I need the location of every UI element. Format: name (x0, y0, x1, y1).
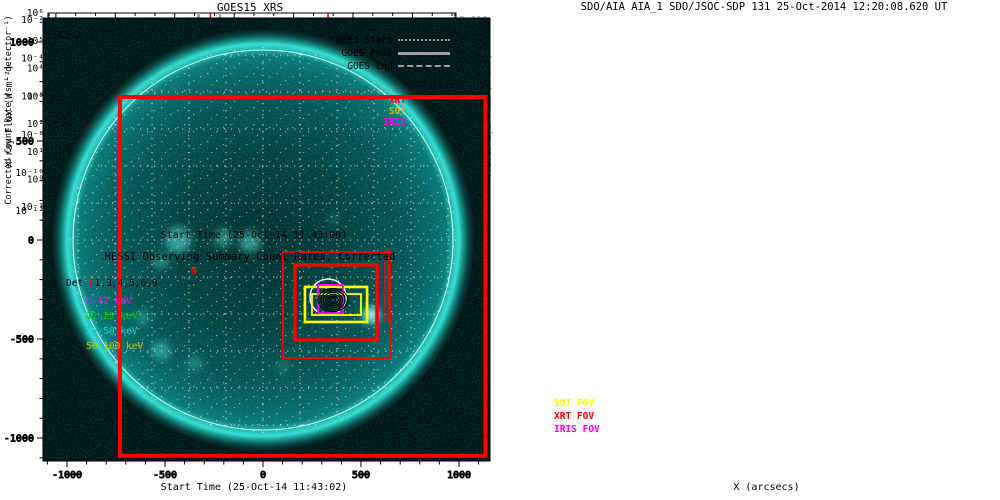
svg-text:-1000: -1000 (52, 470, 82, 481)
svg-text:-1000: -1000 (4, 434, 34, 445)
detector-legend: Det F1,3,4,5,6,9 (66, 278, 158, 289)
legend-25-50kev: 25-50 keV (86, 326, 138, 337)
night-flag-letter: N (191, 266, 197, 277)
svg-text:10⁰: 10⁰ (27, 174, 44, 185)
legend-50-100kev: 50-100 keV (86, 341, 144, 352)
svg-text:-500: -500 (10, 335, 34, 346)
svg-text:500: 500 (352, 470, 370, 481)
legend-goes-start: GOES Start (290, 34, 450, 46)
svg-text:1000: 1000 (10, 38, 34, 49)
svg-text:10¹: 10¹ (27, 147, 44, 158)
svg-text:1000: 1000 (447, 470, 471, 481)
rhessi-contours-text: RHESSI contours (564, 40, 650, 51)
legend-goes-end: GOES End (290, 60, 450, 72)
aia-flare-location-annotation: AIA flare location (552, 27, 667, 38)
solid-line-sample (398, 51, 450, 55)
svg-text:10⁻⁸: 10⁻⁸ (21, 130, 44, 141)
svg-text:10⁻⁴: 10⁻⁴ (21, 53, 44, 64)
svg-text:10⁻¹: 10⁻¹ (21, 202, 44, 213)
goes-xrs-panel: GOES15 XRS C3.2 GOES Start GOES Peak GOE… (0, 0, 500, 250)
svg-text:-500: -500 (153, 470, 177, 481)
svg-text:X-ray Flux (W m⁻²): X-ray Flux (W m⁻²) (4, 65, 15, 168)
sot-fov-inner (311, 293, 362, 316)
svg-text:10⁻¹²: 10⁻¹² (15, 206, 44, 217)
svg-text:10⁶: 10⁶ (27, 8, 44, 19)
xrt-label: XRT (388, 95, 406, 106)
legend-goes-peak-label: GOES Peak (341, 47, 393, 59)
rhessi-contour (327, 295, 339, 305)
xrt-flare-fov-inner (293, 263, 379, 342)
sot-label: SOT (388, 106, 406, 117)
hessi-rates-panel: HESSI Observing Summary Count Rates, Cor… (0, 250, 500, 500)
flare-flag-letter: F (88, 278, 95, 289)
iris-label: IRIS (383, 117, 406, 128)
rhessi-contour (317, 287, 349, 313)
rhessi-contour (322, 291, 344, 309)
xrt-fov-legend: XRT FOV (554, 411, 595, 422)
rhessi-contour (325, 293, 341, 307)
dotted-line-sample (398, 39, 450, 41)
rhessi-contours-annotation: RHESSI contours (564, 40, 650, 51)
rhessi-contour (320, 289, 346, 311)
svg-text:10³: 10³ (27, 91, 44, 102)
dashed-line-sample (398, 65, 450, 67)
flare-location-icon (552, 28, 560, 37)
sun-image (43, 18, 490, 461)
goes-plot-title: GOES15 XRS (216, 1, 284, 14)
aia-axes: -1000 -500 0 500 1000 1000 500 0 -500 -1000 (3, 17, 491, 482)
detector-legend-prefix: Det (66, 278, 89, 289)
sot-fov-outer (303, 285, 369, 324)
sot-fov-legend: SOT FOV (554, 398, 595, 409)
legend-goes-end-label: GOES End (347, 60, 393, 72)
rhessi-contour (329, 297, 337, 303)
goes-xaxis-title: Start Time (25-Oct-14 11:43:00) (160, 230, 348, 241)
flare-class-label: C3.2 (58, 30, 81, 41)
svg-text:500: 500 (16, 137, 34, 148)
svg-text:10⁵: 10⁵ (27, 36, 44, 47)
hessi-plot-title: HESSI Observing Summary Count Rates, Cor… (104, 251, 396, 263)
svg-text:Corrected Count Rate (s⁻¹ dete: Corrected Count Rate (s⁻¹ detector⁻¹) (4, 15, 14, 204)
xrt-flare-fov-outer (282, 251, 391, 359)
aia-xaxis-title: X (arcsecs) (733, 482, 800, 493)
xrt-full-fov (117, 95, 488, 458)
aia-image-title: SDO/AIA AIA_1 SDO/JSOC-SDP 131 25-Oct-20… (580, 1, 948, 13)
fov-overlays (117, 95, 488, 458)
hessi-xaxis-title: Start Time (25-Oct-14 11:43:02) (160, 482, 348, 493)
aia-context-panel: SDO/AIA AIA_1 SDO/JSOC-SDP 131 25-Oct-20… (500, 0, 1000, 500)
svg-text:0: 0 (28, 236, 34, 247)
aia-context-image-svg: -1000 -500 0 500 1000 1000 500 0 -500 -1000 (3, 17, 491, 482)
svg-text:10²: 10² (27, 119, 44, 130)
detector-legend-list: 1,3,4,5,6,9 (94, 278, 158, 289)
svg-text:10⁻²: 10⁻² (21, 15, 44, 26)
iris-fov-legend: IRIS FOV (554, 424, 600, 435)
svg-text:10⁴: 10⁴ (27, 64, 44, 75)
svg-text:0: 0 (260, 470, 266, 481)
svg-text:10⁻⁶: 10⁻⁶ (21, 92, 44, 103)
aia-flare-location-text: AIA flare location (564, 27, 667, 38)
solar-limb-circle (72, 49, 454, 431)
svg-text:10⁻¹⁰: 10⁻¹⁰ (15, 168, 44, 179)
legend-6-12kev: 6-12 keV (86, 296, 132, 307)
legend-goes-start-label: GOES Start (335, 34, 393, 46)
legend-12-25kev: 12-25 keV (86, 311, 138, 322)
legend-goes-peak: GOES Peak (290, 47, 450, 59)
